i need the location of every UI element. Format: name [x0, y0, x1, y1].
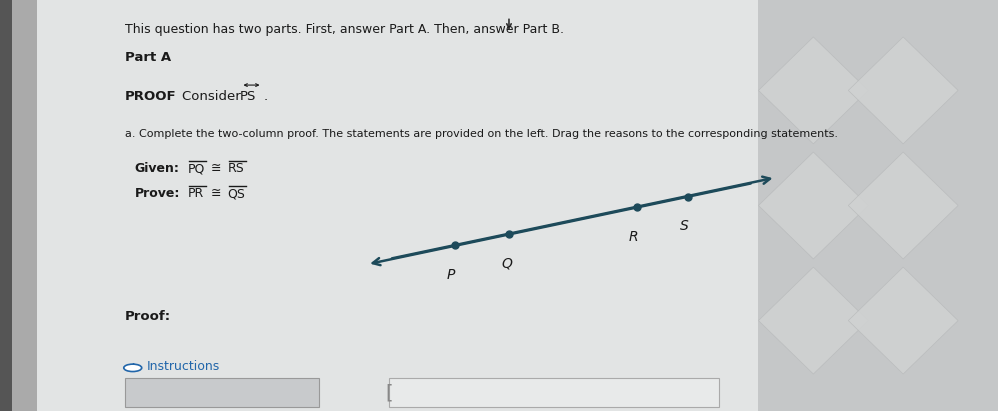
Text: RS: RS	[228, 162, 245, 175]
Polygon shape	[758, 152, 868, 259]
Polygon shape	[758, 37, 868, 144]
Text: PR: PR	[188, 187, 204, 200]
Text: QS: QS	[228, 187, 246, 200]
Text: PROOF: PROOF	[125, 90, 177, 104]
Text: Proof:: Proof:	[125, 310, 171, 323]
Text: Part A: Part A	[125, 51, 171, 65]
Text: Consider: Consider	[182, 90, 245, 104]
Text: R: R	[629, 230, 639, 244]
Text: a. Complete the two-column proof. The statements are provided on the left. Drag : a. Complete the two-column proof. The st…	[125, 129, 837, 139]
Polygon shape	[848, 152, 958, 259]
Text: PS: PS	[240, 90, 255, 104]
Text: Given:: Given:	[135, 162, 180, 175]
Polygon shape	[848, 267, 958, 374]
Bar	[389, 378, 719, 407]
Text: Instructions: Instructions	[147, 360, 220, 373]
Bar	[758, 0, 998, 411]
Polygon shape	[758, 267, 868, 374]
Text: Q: Q	[501, 256, 512, 270]
Circle shape	[124, 364, 142, 372]
Text: S: S	[680, 219, 689, 233]
Text: .: .	[263, 90, 267, 104]
Polygon shape	[848, 37, 958, 144]
Bar	[0, 0, 12, 411]
Text: Prove:: Prove:	[135, 187, 180, 200]
Text: i: i	[131, 363, 135, 372]
Bar	[12, 0, 37, 411]
Text: P: P	[447, 268, 455, 282]
Text: [: [	[385, 383, 393, 402]
Text: PQ: PQ	[188, 162, 205, 175]
Text: This question has two parts. First, answer Part A. Then, answer Part B.: This question has two parts. First, answ…	[125, 23, 564, 36]
Text: ≅: ≅	[207, 162, 226, 175]
Bar	[125, 378, 319, 407]
Text: ≅: ≅	[207, 187, 226, 200]
